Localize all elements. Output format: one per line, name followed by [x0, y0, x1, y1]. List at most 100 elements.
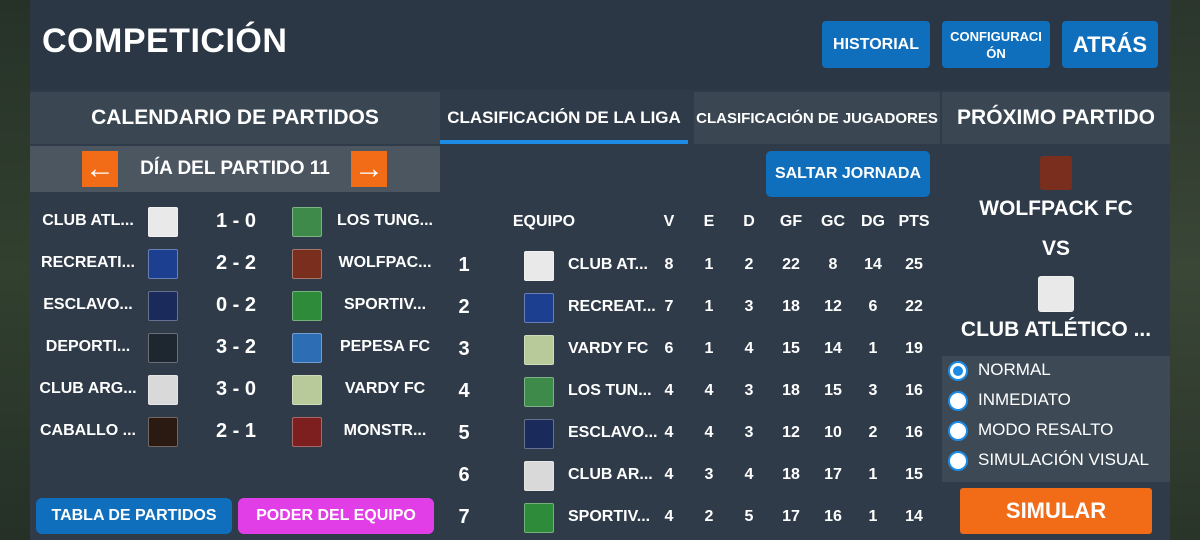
fixture-row[interactable]: CLUB ATL... 1 - 0 LOS TUNG... — [30, 200, 440, 242]
standing-v: 7 — [664, 298, 674, 315]
mode-option[interactable]: INMEDIATO — [942, 386, 1170, 416]
simulation-mode-options: NORMAL INMEDIATO MODO RESALTO SIMULACIÓN VI… — [942, 356, 1170, 482]
radio-button[interactable] — [948, 361, 968, 381]
fixture-score: 3 - 2 — [215, 336, 257, 358]
team-crest-icon — [1040, 156, 1072, 190]
configuracion-button[interactable]: CONFIGURACIÓN — [942, 21, 1050, 68]
historial-button[interactable]: HISTORIAL — [822, 21, 930, 68]
team-crest-icon — [292, 417, 322, 447]
team-crest-icon — [524, 335, 554, 365]
tab-clasificacion-liga[interactable]: CLASIFICACIÓN DE LA LIGA — [440, 92, 688, 144]
fixture-score: 2 - 1 — [215, 420, 257, 442]
col-header-gc: GC — [821, 213, 845, 230]
team-crest-icon — [292, 249, 322, 279]
standing-position: 2 — [458, 296, 470, 318]
fixture-away-team: LOS TUNG... — [337, 212, 433, 229]
fixture-row[interactable]: RECREATI... 2 - 2 WOLFPAC... — [30, 242, 440, 284]
team-crest-icon — [524, 377, 554, 407]
standing-e: 1 — [704, 340, 714, 357]
team-crest-icon — [148, 417, 178, 447]
standing-team-name: CLUB AT... — [568, 256, 648, 273]
fixture-home-team: ESCLAVO... — [43, 296, 133, 313]
fixture-away-team: VARDY FC — [344, 380, 426, 397]
mode-label: SIMULACIÓN VISUAL — [978, 450, 1149, 469]
fixture-score: 2 - 2 — [215, 252, 257, 274]
standing-gc: 8 — [828, 256, 838, 273]
tab-clasificacion-jugadores[interactable]: CLASIFICACIÓN DE JUGADORES — [694, 92, 940, 144]
mode-option[interactable]: SIMULACIÓN VISUAL — [942, 446, 1170, 476]
table-row[interactable]: 6 CLUB AR... 4 3 4 18 17 1 15 — [448, 454, 942, 496]
poder-del-equipo-button[interactable]: PODER DEL EQUIPO — [238, 498, 434, 534]
fixture-home-team: CABALLO ... — [40, 422, 136, 439]
header: COMPETICIÓN HISTORIAL CONFIGURACIÓN ATRÁ… — [30, 0, 1170, 90]
standing-e: 1 — [704, 298, 714, 315]
standing-gf: 18 — [782, 466, 800, 483]
col-header-dg: DG — [861, 213, 885, 230]
standing-position: 3 — [458, 338, 470, 360]
table-row[interactable]: 7 SPORTIV... 4 2 5 17 16 1 14 — [448, 496, 942, 538]
table-row[interactable]: 3 VARDY FC 6 1 4 15 14 1 19 — [448, 328, 942, 370]
standing-pts: 16 — [905, 382, 923, 399]
standing-dg: 1 — [868, 466, 878, 483]
calendar-title: CALENDARIO DE PARTIDOS — [30, 92, 440, 144]
table-row[interactable]: 5 ESCLAVO... 4 4 3 12 10 2 16 — [448, 412, 942, 454]
saltar-jornada-button[interactable]: SALTAR JORNADA — [766, 151, 930, 197]
standing-v: 8 — [664, 256, 674, 273]
fixture-row[interactable]: DEPORTI... 3 - 2 PEPESA FC — [30, 326, 440, 368]
table-row[interactable]: 1 CLUB AT... 8 1 2 22 8 14 25 — [448, 244, 942, 286]
team-crest-icon — [148, 207, 178, 237]
atras-button[interactable]: ATRÁS — [1062, 21, 1158, 68]
standing-dg: 14 — [864, 256, 882, 273]
standing-gc: 12 — [824, 298, 842, 315]
tabla-de-partidos-button[interactable]: TABLA DE PARTIDOS — [36, 498, 232, 534]
radio-button[interactable] — [948, 391, 968, 411]
fixture-away-team: WOLFPAC... — [338, 254, 432, 271]
team-crest-icon — [524, 461, 554, 491]
background-right — [1170, 0, 1200, 540]
competition-screen: COMPETICIÓN HISTORIAL CONFIGURACIÓN ATRÁ… — [30, 0, 1170, 540]
standing-d: 3 — [744, 424, 754, 441]
team-crest-icon — [524, 503, 554, 533]
fixture-row[interactable]: ESCLAVO... 0 - 2 SPORTIV... — [30, 284, 440, 326]
standing-pts: 25 — [905, 256, 923, 273]
mode-option[interactable]: NORMAL — [942, 356, 1170, 386]
standing-gc: 16 — [824, 508, 842, 525]
next-day-arrow-icon[interactable]: → — [351, 151, 387, 187]
standing-e: 1 — [704, 256, 714, 273]
team-crest-icon — [292, 207, 322, 237]
standing-gf: 15 — [782, 340, 800, 357]
team-crest-icon — [524, 251, 554, 281]
standing-v: 4 — [664, 424, 674, 441]
team-crest-icon — [292, 333, 322, 363]
standing-e: 2 — [704, 508, 714, 525]
standing-gf: 18 — [782, 298, 800, 315]
team-crest-icon — [1038, 276, 1074, 312]
fixture-row[interactable]: CLUB ARG... 3 - 0 VARDY FC — [30, 368, 440, 410]
vs-label: VS — [1041, 237, 1070, 260]
mode-option[interactable]: MODO RESALTO — [942, 416, 1170, 446]
col-header-d: D — [743, 213, 755, 230]
standing-v: 6 — [664, 340, 674, 357]
fixture-row[interactable]: CABALLO ... 2 - 1 MONSTR... — [30, 410, 440, 452]
simular-button[interactable]: SIMULAR — [960, 488, 1152, 534]
standing-v: 4 — [664, 508, 674, 525]
team-crest-icon — [524, 419, 554, 449]
team-crest-icon — [148, 375, 178, 405]
standing-v: 4 — [664, 466, 674, 483]
standing-team-name: CLUB AR... — [568, 466, 653, 483]
fixture-score: 3 - 0 — [215, 378, 257, 400]
team-crest-icon — [524, 293, 554, 323]
standing-team-name: RECREAT... — [568, 298, 656, 315]
radio-button[interactable] — [948, 421, 968, 441]
prev-day-arrow-icon[interactable]: ← — [82, 151, 118, 187]
next-match-away-team: CLUB ATLÉTICO ... — [960, 318, 1152, 341]
col-header-pts: PTS — [898, 213, 930, 230]
table-row[interactable]: 4 LOS TUN... 4 4 3 18 15 3 16 — [448, 370, 942, 412]
standing-gc: 15 — [824, 382, 842, 399]
standing-d: 3 — [744, 298, 754, 315]
fixture-away-team: SPORTIV... — [343, 296, 427, 313]
fixture-home-team: CLUB ATL... — [42, 212, 134, 229]
fixture-away-team: MONSTR... — [343, 422, 427, 439]
radio-button[interactable] — [948, 451, 968, 471]
table-row[interactable]: 2 RECREAT... 7 1 3 18 12 6 22 — [448, 286, 942, 328]
